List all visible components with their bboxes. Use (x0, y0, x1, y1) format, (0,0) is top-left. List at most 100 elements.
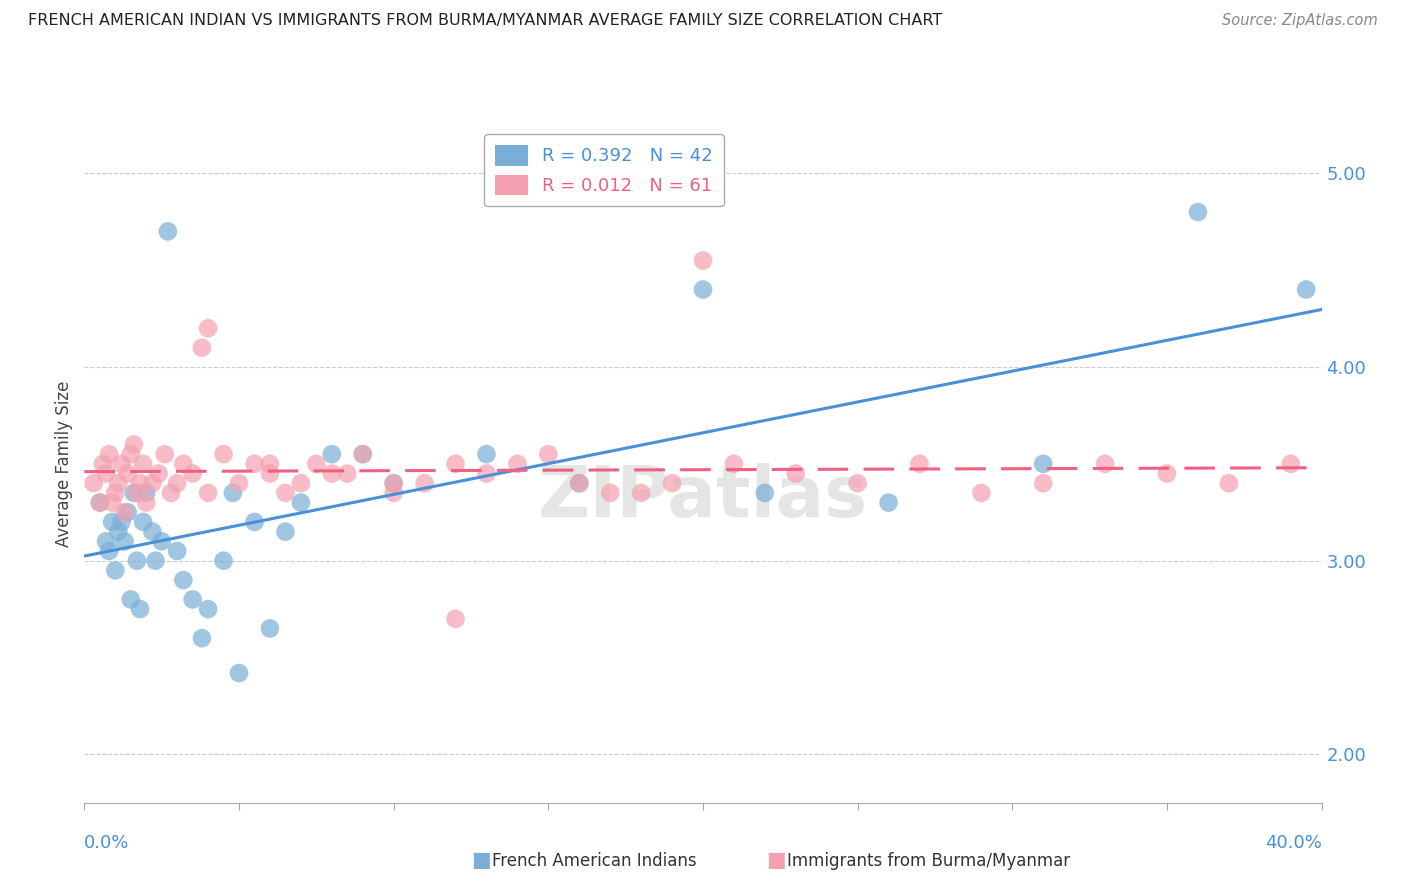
Text: Source: ZipAtlas.com: Source: ZipAtlas.com (1222, 13, 1378, 29)
Point (181, 592, 204, 607)
Point (132, 457, 155, 471)
Point (475, 467, 498, 481)
Text: ■: ■ (766, 850, 786, 870)
Point (135, 486, 157, 500)
Y-axis label: Average Family Size: Average Family Size (55, 381, 73, 547)
Point (166, 544, 188, 558)
Text: ZIPatlas: ZIPatlas (538, 463, 868, 533)
Point (382, 476, 405, 491)
Point (132, 515, 155, 529)
Point (141, 524, 163, 539)
Point (122, 437, 145, 451)
Point (243, 515, 266, 529)
Point (172, 573, 194, 587)
Point (135, 495, 157, 509)
Point (692, 283, 714, 297)
Point (274, 524, 297, 539)
Point (259, 457, 281, 471)
Point (352, 447, 374, 461)
Point (197, 321, 219, 335)
Point (970, 486, 993, 500)
Point (191, 631, 214, 645)
Point (908, 457, 931, 471)
Point (107, 524, 129, 539)
Point (94, 467, 117, 481)
Point (754, 486, 776, 500)
Point (125, 554, 148, 568)
Text: ■: ■ (471, 850, 491, 870)
Point (191, 341, 214, 355)
Point (506, 457, 529, 471)
Point (129, 602, 152, 616)
Point (1187, 205, 1209, 219)
Point (1295, 283, 1317, 297)
Point (568, 476, 591, 491)
Point (120, 447, 142, 461)
Point (413, 476, 436, 491)
Point (537, 447, 560, 461)
Point (228, 666, 250, 681)
Point (1032, 476, 1054, 491)
Point (599, 486, 621, 500)
Point (129, 476, 152, 491)
Point (290, 495, 312, 509)
Point (172, 457, 194, 471)
Point (846, 476, 869, 491)
Point (181, 467, 204, 481)
Point (568, 476, 591, 491)
Point (117, 467, 139, 481)
Point (101, 495, 124, 509)
Point (145, 554, 167, 568)
Point (444, 612, 467, 626)
Point (290, 476, 312, 491)
Point (122, 486, 145, 500)
Point (141, 476, 163, 491)
Point (1156, 467, 1178, 481)
Point (352, 447, 374, 461)
Point (630, 486, 652, 500)
Point (197, 602, 219, 616)
Point (120, 592, 142, 607)
Point (877, 495, 900, 509)
Point (107, 476, 129, 491)
Point (692, 253, 714, 268)
Point (259, 467, 281, 481)
Point (104, 486, 127, 500)
Point (101, 515, 124, 529)
Point (160, 486, 183, 500)
Point (1218, 476, 1240, 491)
Point (197, 486, 219, 500)
Point (110, 515, 132, 529)
Point (98, 447, 121, 461)
Point (94, 534, 117, 549)
Point (259, 622, 281, 636)
Point (104, 563, 127, 577)
Point (98, 544, 121, 558)
Point (212, 447, 235, 461)
Point (89, 495, 111, 509)
Point (243, 457, 266, 471)
Point (222, 486, 245, 500)
Point (166, 476, 188, 491)
Point (305, 457, 328, 471)
Point (336, 467, 359, 481)
Point (156, 224, 179, 238)
Point (382, 476, 405, 491)
Point (382, 486, 405, 500)
Point (785, 467, 807, 481)
Point (1279, 457, 1302, 471)
Text: Immigrants from Burma/Myanmar: Immigrants from Burma/Myanmar (787, 852, 1070, 870)
Point (150, 534, 173, 549)
Point (321, 467, 343, 481)
Point (91, 457, 114, 471)
Text: 0.0%: 0.0% (84, 834, 129, 852)
Point (89, 495, 111, 509)
Text: French American Indians: French American Indians (492, 852, 697, 870)
Point (114, 505, 136, 519)
Text: FRENCH AMERICAN INDIAN VS IMMIGRANTS FROM BURMA/MYANMAR AVERAGE FAMILY SIZE CORR: FRENCH AMERICAN INDIAN VS IMMIGRANTS FRO… (28, 13, 942, 29)
Point (110, 457, 132, 471)
Point (125, 486, 148, 500)
Point (321, 447, 343, 461)
Point (212, 554, 235, 568)
Point (83, 476, 105, 491)
